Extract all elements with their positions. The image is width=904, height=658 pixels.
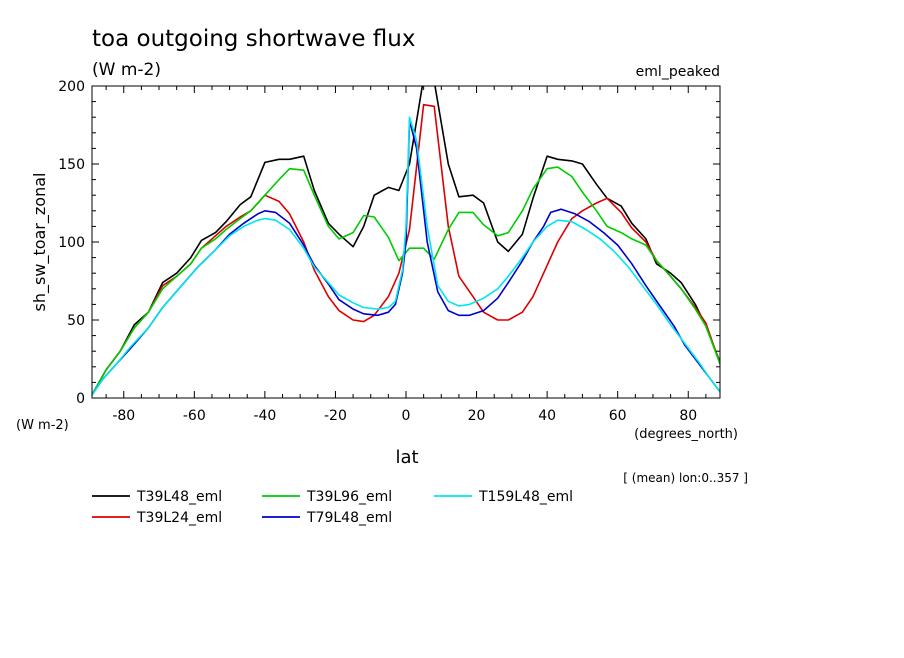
chart-legend: T39L48_eml T39L24_eml T39L96_eml T79L48_eml… [92,489,573,526]
y-tick-label: 0 [76,391,85,407]
y-tick-label: 200 [58,79,85,95]
series-line-t39l96_eml [92,166,720,396]
y-tick-label: 150 [58,157,85,173]
legend-label: T159L48_eml [478,489,573,505]
x-tick-label: 40 [538,408,556,424]
y-axis-ticks: 0 50 100 150 200 [58,79,720,407]
series-line-t39l24_eml [92,103,720,396]
x-tick-label: -60 [183,408,206,424]
mean-note: [ (mean) lon:0..357 ] [623,471,748,485]
y-tick-label: 50 [67,313,85,329]
chart-subtitle: (W m-2) [92,60,161,80]
x-axis-units: (degrees_north) [634,427,738,442]
legend-label: T39L48_eml [136,489,222,505]
x-tick-label: -40 [253,408,276,424]
x-axis-ticks: -80 -60 -40 -20 0 20 40 60 80 [105,86,707,424]
x-tick-label: -80 [112,408,135,424]
y-axis-label: sh_sw_toar_zonal [30,173,50,312]
y-tick-label: 100 [58,235,85,251]
chart-title: toa outgoing shortwave flux [92,26,415,52]
y-axis-units: (W m-2) [16,418,69,433]
plot-area [92,86,720,396]
legend-label: T39L96_eml [306,489,392,505]
x-tick-label: 0 [402,408,411,424]
x-tick-label: 20 [468,408,486,424]
legend-label: T79L48_eml [306,510,392,526]
series-line-t39l48_eml [92,86,720,396]
chart-annotation-right: eml_peaked [636,64,720,80]
legend-label: T39L24_eml [136,510,222,526]
x-tick-label: 60 [609,408,627,424]
x-tick-label: 80 [679,408,697,424]
x-tick-label: -20 [324,408,347,424]
x-axis-label: lat [395,447,418,468]
series-line-t159l48_eml [92,116,720,396]
